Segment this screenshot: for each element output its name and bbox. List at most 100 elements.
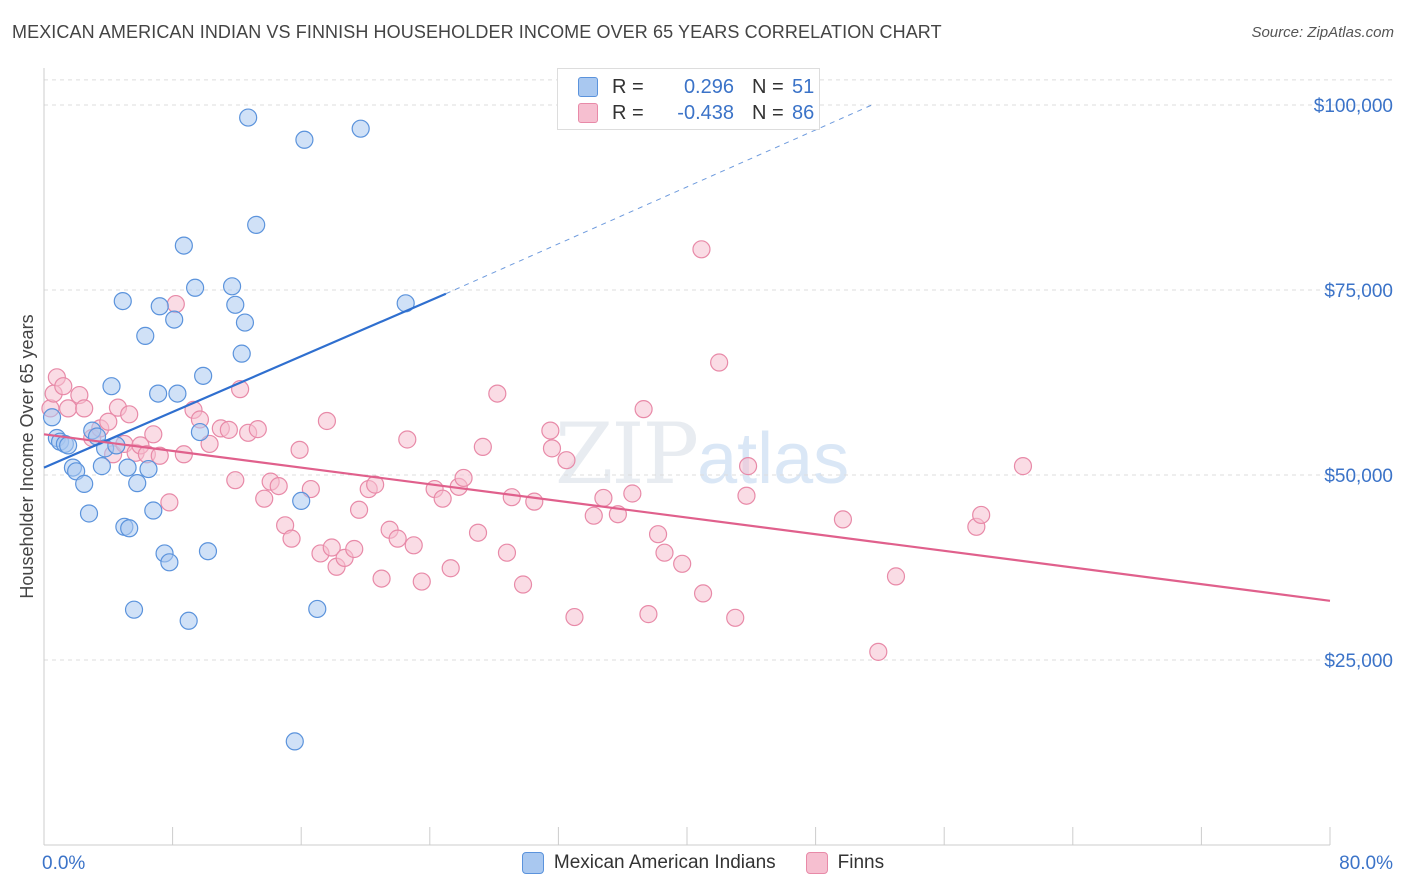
point-finn — [737, 486, 756, 505]
point-finn — [372, 569, 391, 588]
trend-line-mexican-american-indians — [43, 292, 447, 469]
point-mexican-american-indian — [174, 236, 193, 255]
point-finn — [833, 510, 853, 529]
point-finn — [219, 420, 238, 439]
point-finn — [502, 488, 521, 507]
point-finn — [525, 492, 544, 511]
point-mexican-american-indian — [136, 326, 155, 345]
point-finn — [655, 543, 674, 562]
point-mexican-american-indian — [113, 292, 132, 311]
point-mexican-american-indian — [285, 732, 304, 751]
point-mexican-american-indian — [144, 501, 163, 520]
point-mexican-american-indian — [75, 474, 94, 493]
point-finn — [541, 421, 560, 440]
point-finn — [75, 399, 94, 418]
point-finn — [404, 536, 423, 555]
legend-swatch-pink — [805, 852, 828, 874]
point-mexican-american-indian — [198, 542, 218, 561]
point-finn — [869, 642, 888, 661]
trend-line-finns — [43, 433, 1331, 602]
n-label: N = — [752, 75, 784, 98]
point-finn — [99, 412, 118, 431]
legend-item-mexican-american-indians[interactable]: Mexican American Indians — [521, 852, 776, 874]
point-finn — [648, 525, 668, 544]
point-finn — [301, 479, 320, 499]
point-mexican-american-indian — [124, 600, 144, 619]
source-label: Source: ZipAtlas.com — [1251, 24, 1394, 41]
point-finn — [150, 446, 169, 465]
point-mexican-american-indian — [222, 277, 242, 296]
point-mexican-american-indian — [139, 459, 158, 479]
point-finn — [886, 567, 906, 586]
x-tick-label: 80.0% — [1339, 853, 1393, 874]
point-mexican-american-indian — [226, 295, 245, 314]
point-finn — [634, 400, 653, 419]
legend-label: Mexican American Indians — [553, 852, 776, 873]
point-finn — [513, 575, 533, 594]
point-finn — [726, 608, 745, 627]
point-finn — [349, 500, 369, 519]
point-mexican-american-indian — [292, 491, 311, 510]
legend-swatch-blue — [521, 852, 544, 874]
point-finn — [144, 425, 163, 444]
point-mexican-american-indian — [235, 313, 255, 332]
point-mexican-american-indian — [239, 108, 258, 127]
point-finn — [673, 554, 692, 573]
point-mexican-american-indian — [308, 599, 327, 619]
point-finn — [710, 353, 729, 372]
point-finn — [972, 505, 991, 525]
chart-title: MEXICAN AMERICAN INDIAN VS FINNISH HOUSE… — [12, 22, 942, 42]
y-tick-label: $25,000 — [1324, 651, 1393, 672]
point-finn — [412, 572, 431, 591]
y-tick-label: $75,000 — [1324, 281, 1393, 302]
point-mexican-american-indian — [92, 457, 111, 476]
point-finn — [290, 440, 309, 459]
trend-line-extension — [445, 104, 873, 295]
n-label: N = — [752, 101, 784, 124]
point-mexican-american-indian — [128, 474, 147, 493]
point-finn — [557, 451, 576, 470]
n-value: 51 — [792, 75, 815, 98]
point-finn — [693, 584, 713, 603]
point-mexican-american-indian — [190, 422, 210, 442]
point-finn — [200, 434, 219, 454]
watermark-atlas: atlas — [697, 419, 850, 499]
point-mexican-american-indian — [351, 119, 370, 138]
point-mexican-american-indian — [232, 344, 251, 363]
point-finn — [160, 493, 179, 512]
point-finn — [441, 559, 460, 578]
point-mexican-american-indian — [247, 215, 266, 234]
point-mexican-american-indian — [186, 278, 205, 297]
legend-row-mexican-american-indians: R = 0.296 N = 51 — [578, 75, 814, 99]
point-finn — [542, 439, 562, 458]
point-finn — [584, 506, 603, 525]
legend-item-finns[interactable]: Finns — [805, 852, 885, 874]
r-label: R = — [612, 101, 644, 124]
point-finn — [468, 523, 488, 542]
y-tick-label: $50,000 — [1324, 466, 1393, 487]
point-mexican-american-indian — [118, 458, 137, 477]
point-finn — [488, 384, 507, 403]
legend-row-finns: R = -0.438 N = 86 — [578, 101, 814, 125]
point-finn — [269, 477, 288, 496]
x-tick-label: 0.0% — [42, 853, 85, 874]
point-mexican-american-indian — [150, 297, 169, 316]
point-mexican-american-indian — [59, 436, 78, 455]
point-finn — [639, 605, 658, 624]
legend-swatch-blue — [578, 77, 598, 97]
legend-label: Finns — [837, 852, 885, 873]
point-finn — [322, 538, 341, 557]
point-mexican-american-indian — [42, 408, 62, 427]
point-finn — [248, 420, 267, 439]
point-finn — [388, 529, 407, 548]
point-mexican-american-indian — [120, 519, 139, 538]
legend-swatch-pink — [578, 103, 598, 123]
point-finn — [565, 607, 584, 627]
point-finn — [433, 489, 452, 508]
point-mexican-american-indian — [102, 377, 121, 396]
point-finn — [317, 411, 337, 431]
y-tick-label: $100,000 — [1314, 96, 1393, 117]
point-finn — [398, 430, 417, 449]
point-finn — [454, 468, 473, 488]
